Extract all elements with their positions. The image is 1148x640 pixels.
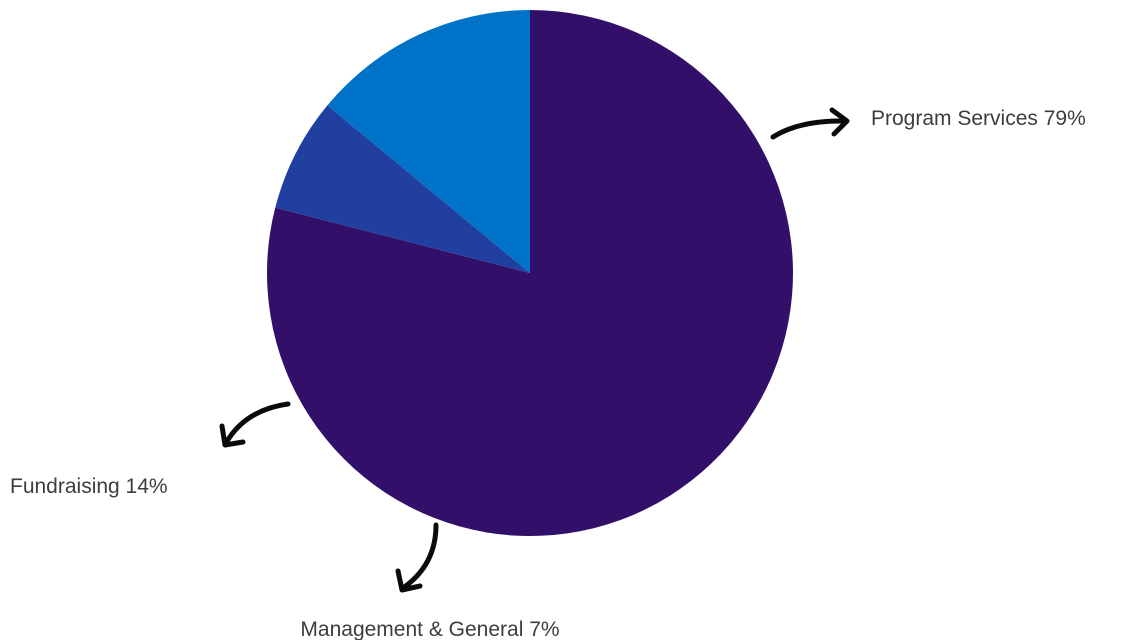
label-management-general: Management & General 7% [300, 618, 559, 640]
arrow-program-services [770, 107, 850, 140]
pie-slices [267, 10, 794, 536]
pie-slice-program-services [267, 10, 794, 536]
label-fundraising: Fundraising 14% [10, 475, 168, 498]
label-program-services: Program Services 79% [871, 107, 1086, 130]
arrow-fundraising [219, 401, 291, 448]
pie-slice-fundraising [327, 10, 530, 273]
pie-slice-management-general [275, 105, 530, 274]
arrow-management-general [395, 522, 439, 593]
